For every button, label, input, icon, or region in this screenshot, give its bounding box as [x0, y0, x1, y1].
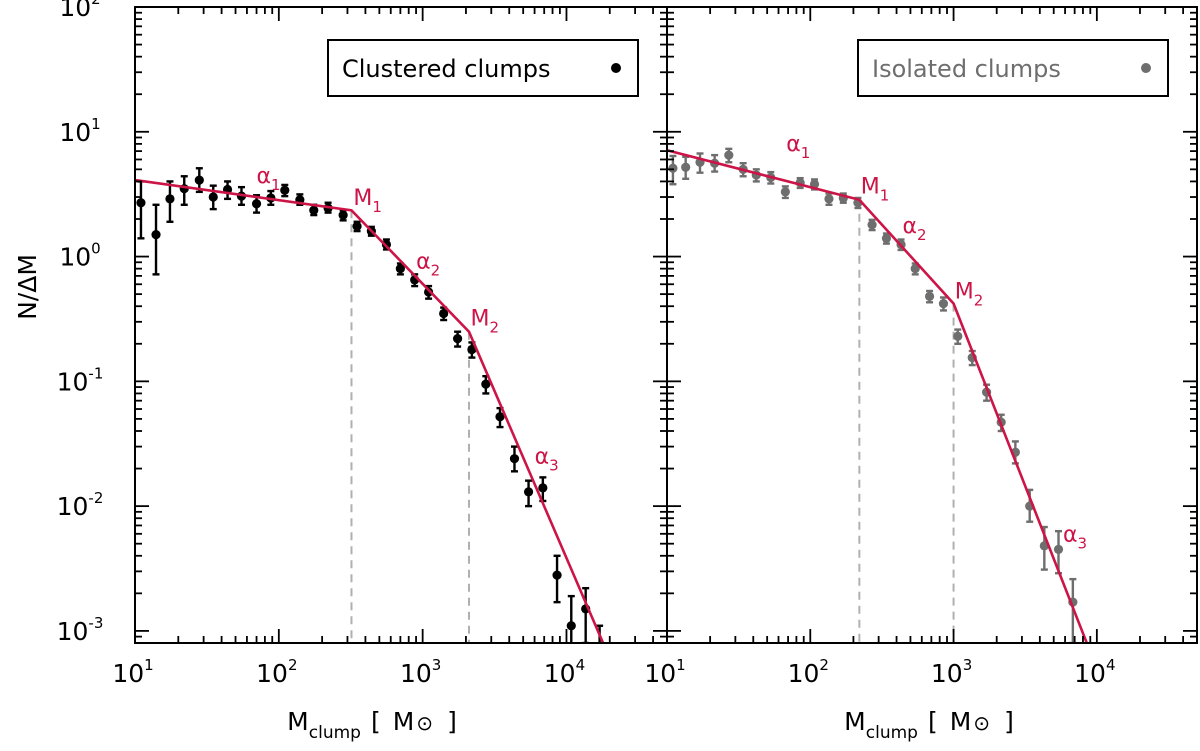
plot-area — [667, 147, 1089, 643]
x-title-unit-symbol: ⊙ — [416, 711, 433, 735]
data-point — [194, 175, 204, 185]
x-title-unit-symbol: ⊙ — [973, 711, 990, 735]
x-tick-label: 102 — [256, 656, 297, 688]
data-point — [495, 412, 505, 422]
data-point — [481, 379, 491, 389]
annotation-alpha-3: α3 — [535, 444, 559, 474]
data-point — [595, 646, 604, 655]
data-point — [151, 229, 161, 240]
x-title-bracket-open: [ — [928, 707, 938, 736]
data-point — [552, 570, 562, 580]
y-tick-label: 10-2 — [57, 489, 104, 521]
x-tick-label: 104 — [1074, 656, 1115, 688]
data-point — [867, 220, 877, 230]
x-tick-label: 101 — [112, 656, 153, 688]
data-point — [1053, 544, 1064, 554]
data-point — [251, 199, 262, 209]
data-point — [424, 287, 434, 297]
data-point — [309, 205, 319, 215]
data-point — [338, 210, 348, 220]
y-axis-title: N/ΔM — [13, 254, 42, 320]
legend-label: Isolated clumps — [872, 55, 1061, 83]
annotation-m-1: M1 — [353, 186, 382, 216]
x-tick-label: 104 — [544, 656, 585, 688]
x-title-bracket-open: [ — [371, 707, 381, 736]
data-point — [467, 344, 477, 355]
y-tick-label: 10-3 — [57, 614, 104, 646]
y-tick-label: 100 — [59, 240, 100, 272]
legend-marker — [611, 63, 621, 73]
plot-frame — [666, 6, 1198, 644]
data-point — [280, 185, 290, 195]
fit-line — [667, 149, 1089, 643]
x-title-sub: clump — [866, 723, 918, 743]
y-tick-label: 102 — [59, 0, 100, 22]
svg-text:Mclump[M⊙]: Mclump[M ⊙] — [844, 707, 1014, 743]
annotation-m-2: M2 — [955, 280, 984, 310]
x-axis-title-right: Mclump[M ⊙] — [844, 707, 1014, 743]
annotation-m-1: M1 — [861, 175, 890, 205]
legend: Isolated clumps — [857, 39, 1169, 97]
x-title-bracket-close: ] — [447, 707, 457, 736]
x-tick-label: 101 — [644, 656, 685, 688]
legend-box — [857, 39, 1169, 97]
data-point — [395, 264, 405, 274]
annotation-m-2: M2 — [470, 307, 499, 337]
x-title-unit: M — [950, 707, 972, 736]
x-title-unit: M — [393, 707, 415, 736]
svg-text:Mclump[M⊙]: Mclump[M ⊙] — [287, 707, 457, 743]
data-point — [780, 187, 790, 197]
data-point — [566, 621, 576, 631]
data-point — [523, 487, 534, 497]
data-point — [724, 150, 734, 160]
legend-box — [327, 39, 639, 97]
legend-marker — [1141, 63, 1151, 73]
data-point — [924, 291, 935, 301]
data-point — [938, 298, 949, 309]
legend-label: Clustered clumps — [342, 55, 550, 83]
x-title-main: M — [287, 707, 309, 736]
x-tick-label: 103 — [931, 656, 972, 688]
x-axis-title-left: Mclump[M ⊙] — [287, 707, 457, 743]
legend: Clustered clumps — [327, 39, 639, 97]
data-point — [824, 194, 834, 204]
data-point — [208, 192, 218, 202]
data-point — [881, 233, 892, 243]
data-point — [439, 308, 449, 319]
data-point — [352, 221, 362, 231]
data-point — [681, 162, 691, 172]
panel-clustered: α1 M1 α2 M2 α3 101 102 103 104 10-3 10-2 10-1 100 101… — [57, 0, 668, 688]
plot-frame — [134, 6, 668, 644]
x-tick-label: 103 — [400, 656, 441, 688]
annotation-alpha-2: α2 — [416, 250, 440, 280]
data-point — [136, 198, 146, 208]
annotation-alpha-3: α3 — [1063, 523, 1087, 553]
data-point — [910, 264, 920, 274]
y-tick-label: 101 — [59, 115, 100, 147]
y-tick-label: 10-1 — [57, 364, 104, 396]
data-point — [453, 334, 463, 344]
data-point — [668, 163, 678, 173]
fit-line — [135, 178, 605, 643]
annotation-alpha-1: α1 — [257, 164, 281, 194]
annotation-alpha-2: α2 — [902, 214, 926, 244]
x-title-main: M — [844, 707, 866, 736]
x-tick-label: 102 — [788, 656, 829, 688]
annotation-alpha-1: α1 — [786, 132, 810, 162]
ticks — [666, 6, 1198, 644]
plot-area — [135, 167, 605, 655]
data-point — [953, 331, 963, 341]
panel-isolated: α1 M1 α2 M2 α3 101 102 103 104 Isolated clumps — [644, 6, 1198, 688]
data-point — [509, 454, 520, 464]
x-title-bracket-close: ] — [1004, 707, 1014, 736]
x-title-sub: clump — [309, 723, 361, 743]
ticks — [134, 6, 668, 644]
data-point — [165, 194, 175, 204]
data-point — [538, 483, 548, 493]
